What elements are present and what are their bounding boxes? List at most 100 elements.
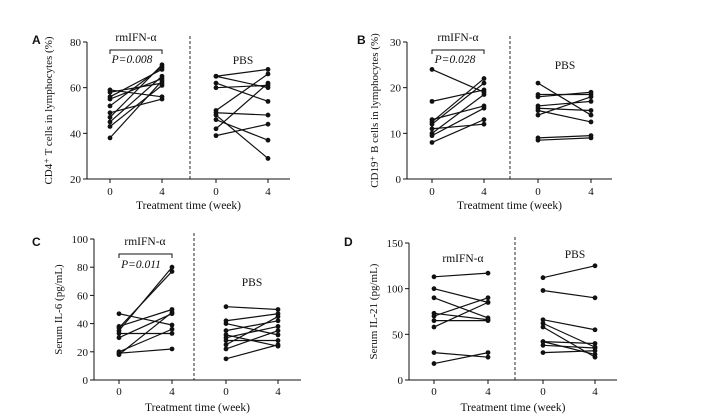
subject-line: [215, 112, 269, 116]
data-point: [213, 73, 219, 79]
series-pbs: [223, 304, 281, 362]
data-point: [159, 67, 165, 72]
data-point: [265, 98, 271, 104]
x-tick-label: 4: [485, 386, 491, 398]
data-point: [223, 304, 229, 310]
data-point: [429, 126, 435, 132]
subject-line: [431, 78, 485, 123]
y-tick-label: 10: [390, 128, 402, 140]
data-point: [223, 332, 229, 338]
data-point: [485, 295, 491, 301]
x-tick-label: 4: [265, 186, 271, 198]
data-point: [159, 76, 165, 81]
data-point: [485, 299, 491, 305]
data-point: [107, 135, 113, 141]
data-point: [431, 350, 437, 355]
subject-line: [109, 98, 163, 114]
y-tick-label: 0: [396, 174, 402, 186]
data-point: [540, 317, 546, 323]
significance-bracket: [118, 253, 173, 258]
x-tick-label: 0: [223, 386, 229, 398]
data-point: [107, 103, 113, 109]
data-point: [481, 103, 487, 109]
data-point: [275, 343, 281, 349]
group-label-pbs: PBS: [565, 249, 585, 261]
data-point: [116, 349, 122, 355]
x-axis-label: Treatment time (week): [457, 200, 562, 212]
x-tick-label: 4: [159, 186, 165, 198]
y-axis-label: Serum IL-21 (pg/mL): [368, 263, 380, 359]
data-point: [275, 324, 281, 329]
panel-letter: C: [32, 235, 41, 249]
subject-line: [542, 289, 596, 299]
subject-line: [431, 123, 485, 130]
data-point: [588, 119, 594, 125]
subject-line: [537, 109, 592, 123]
subject-line: [433, 272, 489, 278]
data-point: [592, 263, 598, 269]
subject-line: [431, 68, 485, 93]
data-point: [265, 137, 271, 143]
data-point: [540, 288, 546, 293]
subject-line: [431, 94, 485, 134]
y-tick-label: 30: [390, 37, 402, 49]
subject-line: [433, 288, 489, 303]
subject-line: [225, 330, 279, 350]
subject-line: [537, 82, 592, 116]
data-point: [592, 344, 598, 350]
subject-line: [433, 352, 489, 358]
y-axis-label: CD19⁺ B cells in lymphocytes (%): [369, 33, 381, 188]
series-rmifn: [431, 270, 491, 366]
subject-line: [215, 68, 269, 77]
x-tick-label: 4: [588, 186, 594, 198]
subject-line: [542, 326, 596, 358]
subject-line: [225, 320, 279, 332]
x-tick-label: 0: [213, 186, 219, 198]
data-point: [169, 331, 175, 336]
data-point: [107, 119, 113, 125]
subject-line: [118, 313, 173, 326]
data-point: [275, 311, 281, 317]
data-point: [265, 71, 271, 77]
data-point: [481, 117, 487, 123]
y-tick-label: 40: [77, 319, 89, 331]
subject-line: [215, 82, 269, 102]
y-tick-label: 100: [72, 234, 89, 246]
subject-line: [431, 107, 485, 137]
subject-line: [431, 89, 485, 102]
data-point: [429, 98, 435, 104]
data-point: [116, 311, 122, 317]
subject-line: [109, 89, 163, 98]
data-point: [481, 80, 487, 86]
data-point: [275, 338, 281, 343]
p-value-label: P=0.028: [434, 54, 476, 66]
series-rmifn: [429, 67, 487, 145]
data-point: [481, 76, 487, 81]
x-axis-label: Treatment time (week): [145, 402, 250, 414]
subject-line: [542, 350, 596, 354]
subject-line: [215, 75, 269, 89]
group-label-pbs: PBS: [242, 277, 262, 289]
x-tick-label: 4: [169, 386, 175, 398]
y-tick-label: 60: [77, 290, 89, 302]
data-point: [223, 318, 229, 324]
y-tick-label: 80: [77, 262, 89, 274]
p-value-label: P=0.008: [111, 54, 153, 66]
data-point: [159, 94, 165, 100]
data-point: [107, 110, 113, 116]
y-tick-label: 20: [390, 83, 402, 95]
y-tick-label: 60: [70, 83, 82, 95]
data-point: [592, 295, 598, 301]
data-point: [275, 307, 281, 312]
y-axis-label: CD4⁺ T cells in lymphocytes (%): [43, 36, 55, 184]
subject-line: [537, 137, 592, 141]
data-point: [535, 135, 541, 141]
data-point: [107, 94, 113, 100]
x-tick-label: 0: [116, 386, 122, 398]
subject-line: [225, 306, 279, 311]
data-point: [213, 117, 219, 123]
y-tick-label: 20: [70, 174, 82, 186]
data-point: [116, 335, 122, 341]
x-axis-label: Treatment time (week): [461, 402, 566, 414]
series-pbs: [213, 67, 271, 161]
